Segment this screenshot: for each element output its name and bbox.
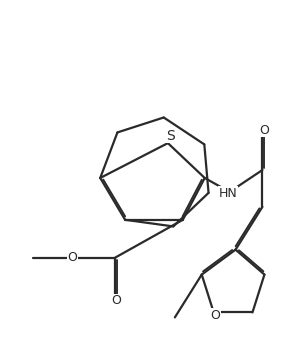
Text: S: S bbox=[166, 129, 175, 143]
Text: O: O bbox=[112, 295, 122, 307]
Text: O: O bbox=[259, 124, 269, 137]
Text: O: O bbox=[210, 309, 220, 322]
Text: HN: HN bbox=[219, 187, 237, 200]
Text: O: O bbox=[68, 251, 77, 264]
